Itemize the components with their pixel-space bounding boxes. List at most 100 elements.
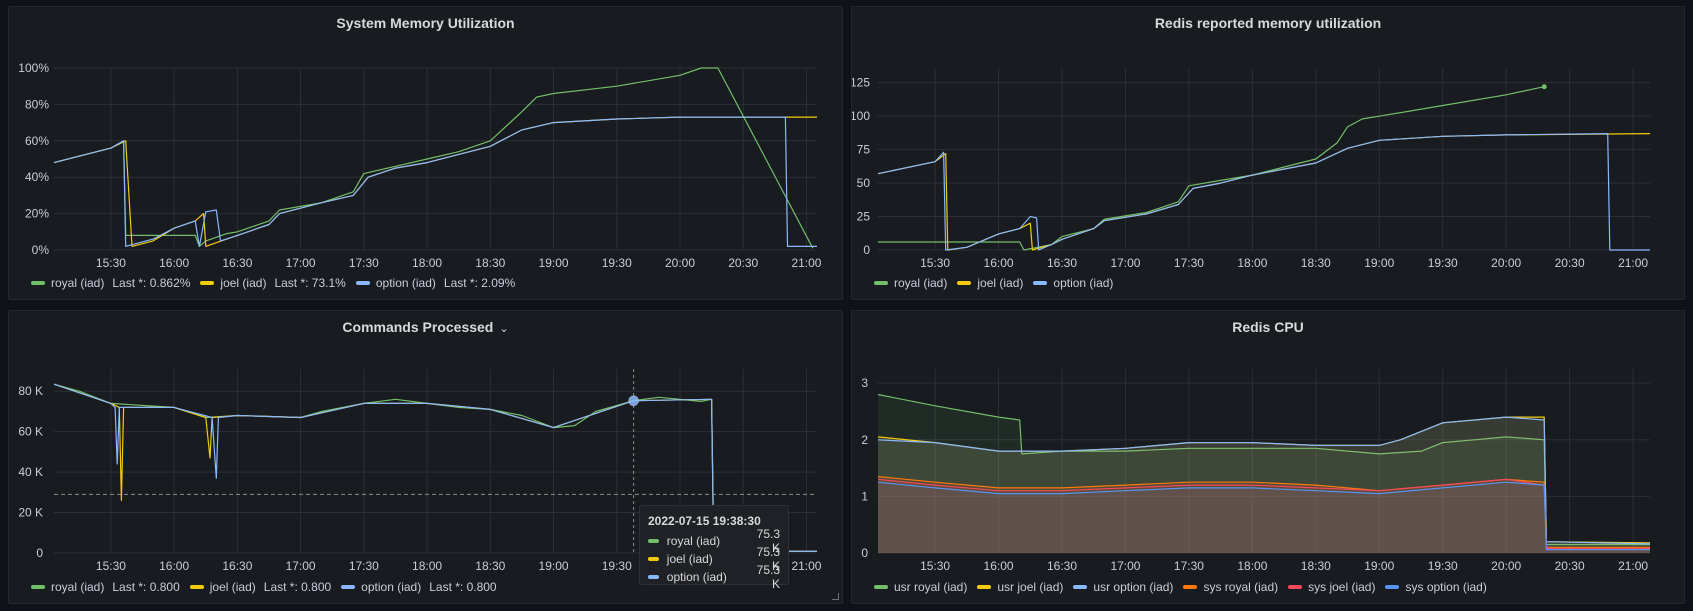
legend-last: Last *: 0.800 [112, 580, 180, 594]
legend-item-option[interactable]: option (iad) Last *: 0.800 [341, 580, 497, 594]
legend-item-joel[interactable]: joel (iad) Last *: 73.1% [200, 276, 346, 290]
legend-label: joel (iad) [209, 580, 256, 594]
panel-title[interactable]: Commands Processed ⌄ [9, 319, 842, 335]
tooltip-value: 75.3 K [756, 527, 780, 555]
legend-swatch [31, 585, 45, 589]
y-tick-label: 60 K [18, 425, 43, 439]
resize-handle[interactable] [832, 593, 839, 600]
series-line[interactable] [53, 116, 817, 247]
legend-label: option (iad) [1053, 276, 1114, 290]
series-line[interactable] [877, 476, 1650, 548]
x-tick-label: 16:00 [984, 256, 1014, 270]
tooltip-value: 75.3 K [756, 563, 780, 591]
x-tick-label: 17:00 [286, 256, 316, 270]
chart-redis-memory[interactable]: 0 25 50 75 100 125 15:30 16:00 16:30 17:00 17:30 18… [852, 7, 1685, 277]
series-line[interactable] [877, 133, 1651, 251]
x-tick-label: 21:00 [791, 256, 821, 270]
panel-title[interactable]: Redis reported memory utilization [1154, 15, 1382, 31]
legend-item-usr-joel[interactable]: usr joel (iad) [977, 580, 1063, 594]
legend-item-usr-royal[interactable]: usr royal (iad) [874, 580, 967, 594]
legend-swatch [200, 281, 215, 285]
legend-swatch [874, 585, 888, 589]
x-tick-label: 20:00 [665, 256, 695, 270]
y-tick-label: 0 [36, 546, 43, 560]
chart-commands-processed[interactable]: 0 20 K 40 K 60 K 80 K 15:30 16:00 16:30 17:00 17:… [9, 311, 843, 581]
legend-item-joel[interactable]: joel (iad) [957, 276, 1023, 290]
legend-item-royal[interactable]: royal (iad) [874, 276, 947, 290]
x-tick-label: 19:30 [1428, 559, 1458, 573]
chart-system-memory[interactable]: 0% 20% 40% 60% 80% 100% 15:30 16:00 16:30 17:00 17… [9, 7, 843, 277]
panel-title[interactable]: Redis CPU [1232, 319, 1304, 335]
chart-redis-cpu[interactable]: 0 1 2 3 15:30 16:00 16:30 17:00 17:30 18:00 18:30 1… [852, 311, 1685, 581]
x-tick-label: 17:00 [286, 559, 316, 573]
legend-label: usr royal (iad) [894, 580, 968, 594]
y-tick-label: 0% [32, 243, 50, 257]
chevron-down-icon[interactable]: ⌄ [499, 323, 509, 335]
y-tick-label: 2 [861, 433, 868, 447]
series-line[interactable] [877, 416, 1651, 545]
hover-point [628, 395, 640, 407]
legend-label: option (iad) [361, 580, 422, 594]
series-line[interactable] [53, 116, 817, 247]
x-tick-label: 19:00 [1364, 559, 1394, 573]
x-tick-label: 18:00 [1237, 559, 1267, 573]
legend-swatch [1385, 585, 1400, 589]
legend-label: royal (iad) [894, 276, 948, 290]
x-tick-label: 18:00 [1237, 256, 1267, 270]
x-tick-label: 19:30 [602, 256, 632, 270]
legend-label: option (iad) [375, 276, 436, 290]
legend-item-joel[interactable]: joel (iad) Last *: 0.800 [189, 580, 331, 594]
x-tick-label: 15:30 [920, 559, 950, 573]
legend-item-sys-joel[interactable]: sys joel (iad) [1288, 580, 1375, 594]
panel-title-text: Commands Processed [342, 319, 494, 335]
series-line[interactable] [877, 481, 1650, 551]
x-tick-label: 21:00 [791, 559, 821, 573]
x-tick-label: 16:00 [159, 256, 189, 270]
series-endpoint [1541, 84, 1547, 90]
legend-item-usr-option[interactable]: usr option (iad) [1073, 580, 1173, 594]
legend-item-sys-option[interactable]: sys option (iad) [1385, 580, 1487, 594]
panel-title[interactable]: System Memory Utilization [336, 15, 515, 31]
x-tick-label: 19:00 [1364, 256, 1394, 270]
series-area [878, 394, 1650, 553]
legend-swatch [1288, 585, 1303, 589]
legend-swatch [31, 281, 45, 285]
y-tick-label: 100% [18, 61, 49, 75]
tooltip-row: joel (iad) 75.3 K [648, 545, 780, 573]
x-tick-label: 15:30 [96, 559, 126, 573]
series-line[interactable] [878, 86, 1545, 251]
x-tick-label: 19:30 [1428, 256, 1458, 270]
x-tick-label: 16:00 [159, 559, 189, 573]
x-tick-label: 18:30 [475, 256, 505, 270]
legend: usr royal (iad) usr joel (iad) usr optio… [874, 580, 1497, 594]
legend-swatch [1073, 585, 1088, 589]
series-line[interactable] [877, 393, 1650, 546]
tooltip-swatch [648, 539, 659, 543]
x-tick-label: 15:30 [96, 256, 126, 270]
legend-item-sys-royal[interactable]: sys royal (iad) [1183, 580, 1278, 594]
y-tick-label: 3 [861, 376, 868, 390]
legend-item-royal[interactable]: royal (iad) Last *: 0.862% [31, 276, 190, 290]
x-tick-label: 20:00 [1491, 559, 1521, 573]
tooltip-swatch [648, 575, 659, 579]
series-line[interactable] [53, 67, 814, 249]
x-tick-label: 15:30 [920, 256, 950, 270]
tooltip-row: option (iad) 75.3 K [648, 563, 780, 591]
y-tick-label: 60% [25, 134, 49, 148]
y-tick-label: 20% [25, 207, 49, 221]
x-tick-label: 19:00 [539, 256, 569, 270]
legend-item-option[interactable]: option (iad) Last *: 2.09% [355, 276, 515, 290]
legend-item-option[interactable]: option (iad) [1033, 276, 1113, 290]
series-area [878, 479, 1650, 553]
series-line[interactable] [877, 133, 1650, 251]
legend-item-royal[interactable]: royal (iad) Last *: 0.800 [31, 580, 180, 594]
legend: royal (iad) joel (iad) option (iad) [874, 276, 1123, 290]
y-tick-label: 25 [857, 210, 871, 224]
x-tick-label: 17:30 [349, 256, 379, 270]
y-tick-label: 125 [852, 76, 870, 90]
legend-last: Last *: 0.800 [429, 580, 497, 594]
legend: royal (iad) Last *: 0.800 joel (iad) Last … [31, 580, 507, 594]
panel-system-memory: System Memory Utilization 0% 20% 40% 60% 80%… [8, 6, 843, 300]
legend-last: Last *: 73.1% [274, 276, 346, 290]
legend-label: usr option (iad) [1093, 580, 1174, 594]
